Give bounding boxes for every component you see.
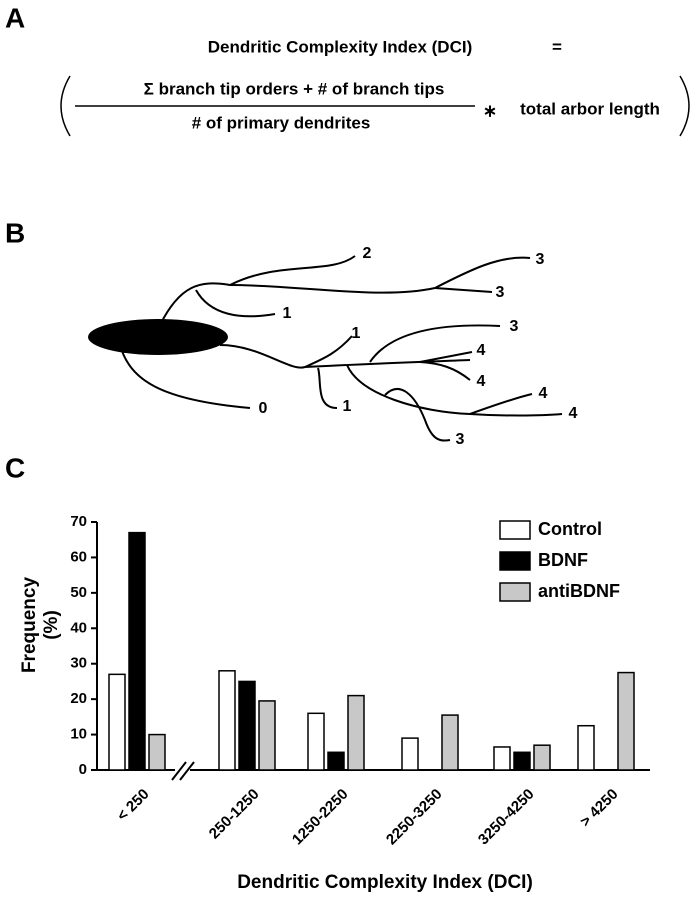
x-tick-label: < 250	[114, 786, 153, 825]
branch-order-label: 1	[352, 325, 361, 342]
y-axis-unit: (%)	[41, 610, 62, 640]
y-tick-label: 0	[79, 761, 87, 778]
legend-swatch	[499, 520, 531, 540]
paren	[60, 75, 71, 137]
legend-swatch	[499, 551, 531, 571]
legend-swatch	[499, 582, 531, 602]
bar	[218, 670, 236, 771]
bar	[533, 744, 551, 771]
bar	[108, 673, 126, 771]
bar	[493, 746, 511, 771]
bar	[347, 694, 365, 771]
formula-factor: total arbor length	[520, 99, 660, 118]
x-axis-title: Dendritic Complexity Index (DCI)	[237, 872, 533, 893]
branch-order-label: 2	[363, 245, 372, 262]
legend-label: Control	[538, 519, 602, 539]
formula-times: ∗	[483, 101, 497, 120]
axis-break	[171, 761, 195, 781]
x-tick-label: 1250-2250	[289, 786, 352, 849]
y-tick-label: 20	[70, 690, 87, 707]
bar	[441, 714, 459, 771]
y-tick-label: 10	[70, 726, 87, 743]
branch-order-label: 3	[496, 284, 505, 301]
paren	[679, 75, 690, 137]
branch-order-label: 0	[259, 400, 268, 417]
bar	[307, 712, 325, 771]
branch-order-label: 4	[477, 342, 486, 359]
bar	[513, 751, 531, 771]
x-tick-label: 2250-3250	[383, 786, 446, 849]
panel-label: C	[5, 452, 25, 483]
panel-label: B	[5, 217, 25, 248]
y-axis-title: Frequency	[19, 577, 40, 674]
branch-order-label: 3	[510, 318, 519, 335]
bar	[401, 737, 419, 771]
y-tick-label: 60	[70, 548, 87, 565]
x-tick-label: 250-1250	[206, 786, 263, 843]
bar	[148, 733, 166, 771]
legend-label: antiBDNF	[538, 581, 620, 601]
branch-order-label: 3	[456, 431, 465, 448]
neuron-diagram	[88, 255, 563, 442]
y-tick-label: 70	[70, 513, 87, 530]
branch-order-label: 4	[477, 373, 486, 390]
branch-order-label: 4	[569, 405, 578, 422]
branch-order-label: 1	[283, 305, 292, 322]
bar	[577, 724, 595, 771]
formula-left: Dendritic Complexity Index (DCI)	[208, 37, 472, 56]
x-tick-label: 3250-4250	[475, 786, 538, 849]
branch-order-label: 1	[343, 398, 352, 415]
bar	[258, 700, 276, 771]
x-tick-label: > 4250	[577, 786, 622, 831]
y-tick-label: 50	[70, 584, 87, 601]
panel-label: A	[5, 2, 25, 33]
legend-label: BDNF	[538, 550, 588, 570]
formula-equals: =	[552, 37, 562, 56]
branch-order-label: 3	[536, 251, 545, 268]
formula-denominator: # of primary dendrites	[192, 113, 371, 132]
bar	[617, 671, 635, 771]
formula-numerator: Σ branch tip orders + # of branch tips	[144, 79, 445, 98]
bar	[238, 680, 256, 771]
bar	[128, 531, 146, 771]
branch-order-label: 4	[539, 385, 548, 402]
y-tick-label: 30	[70, 655, 87, 672]
y-tick-label: 40	[70, 619, 87, 636]
bar	[327, 751, 345, 771]
